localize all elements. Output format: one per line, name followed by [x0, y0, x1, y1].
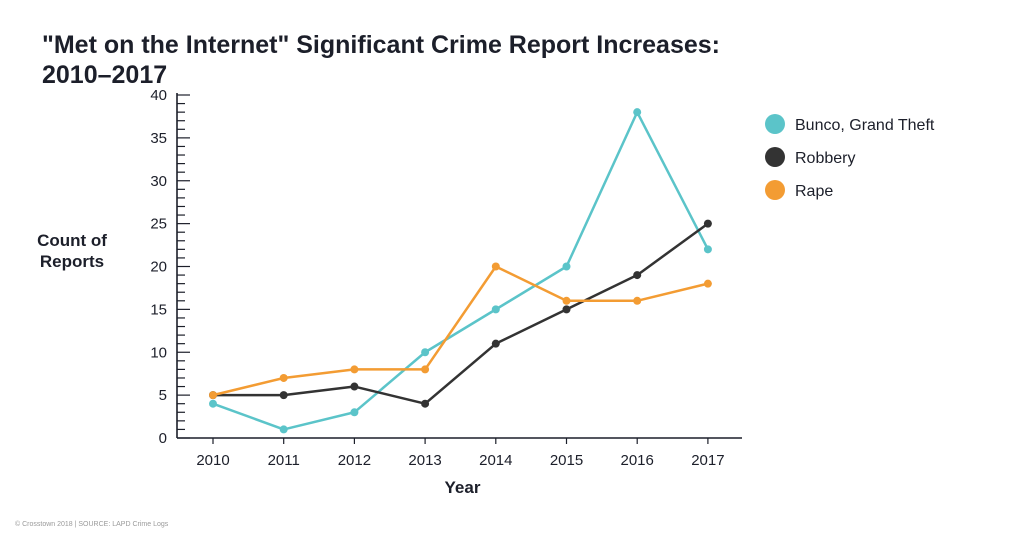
legend-marker	[765, 180, 785, 200]
data-point	[562, 296, 571, 305]
data-point	[279, 391, 288, 400]
data-point	[703, 219, 712, 228]
series-line-1	[211, 222, 710, 405]
y-tick-label: 10	[150, 344, 167, 361]
data-point	[279, 373, 288, 382]
data-point	[703, 279, 712, 288]
y-tick-label: 35	[150, 130, 167, 147]
chart-title-line-1: "Met on the Internet" Significant Crime …	[42, 31, 720, 59]
x-tick-label: 2012	[338, 452, 371, 469]
y-tick-label: 30	[150, 173, 167, 190]
x-tick-label: 2010	[196, 452, 229, 469]
chart-title-line-2: 2010–2017	[42, 61, 168, 89]
x-tick-label: 2011	[268, 452, 300, 469]
data-point	[562, 305, 571, 314]
y-tick-label: 40	[150, 87, 167, 104]
x-tick-label: 2017	[691, 452, 724, 469]
axes: 0 5 10 15 20 25 30 35 40 2010 2011 2012 2013 2014 2015…	[150, 87, 742, 497]
data-point	[209, 399, 217, 408]
y-axis-label-line-1: Count of	[37, 231, 107, 250]
legend-marker	[765, 114, 785, 134]
chart-title: "Met on the Internet" Significant Crime …	[42, 30, 720, 90]
data-point	[279, 425, 288, 434]
y-tick-label: 20	[150, 259, 167, 276]
data-point	[350, 382, 359, 391]
y-tick-label: 0	[159, 430, 167, 447]
x-tick-label: 2016	[621, 452, 654, 469]
data-point	[491, 262, 500, 271]
data-point	[491, 339, 500, 348]
x-tick-label: 2014	[479, 452, 512, 469]
data-point	[633, 108, 642, 117]
y-tick-label: 5	[159, 387, 167, 404]
series-line-0	[211, 110, 710, 431]
data-point	[491, 305, 500, 314]
data-point	[350, 365, 359, 374]
y-axis-label: Count of Reports	[22, 230, 122, 272]
data-point	[421, 348, 430, 357]
x-tick-label: 2015	[550, 452, 583, 469]
data-point	[421, 399, 430, 408]
legend: Bunco, Grand Theft Robbery Rape	[765, 114, 935, 200]
legend-entry: Robbery	[795, 150, 855, 167]
x-tick-label: 2013	[408, 452, 441, 469]
legend-marker	[765, 147, 785, 167]
data-point	[421, 365, 430, 374]
data-point	[562, 262, 571, 271]
x-axis-label: Year	[445, 478, 481, 497]
legend-entry: Bunco, Grand Theft	[795, 117, 935, 134]
data-point	[633, 271, 642, 280]
data-point	[209, 391, 217, 400]
series-group	[209, 108, 712, 434]
y-axis-label-line-2: Reports	[39, 252, 105, 271]
data-point	[703, 245, 712, 254]
legend-entry: Rape	[795, 183, 833, 200]
y-tick-label: 25	[150, 216, 167, 233]
source-footer: © Crosstown 2018 | SOURCE: LAPD Crime Lo…	[15, 521, 169, 528]
data-point	[633, 296, 642, 305]
series-line-2	[211, 265, 710, 397]
y-tick-label: 15	[150, 301, 167, 318]
data-point	[350, 408, 359, 417]
